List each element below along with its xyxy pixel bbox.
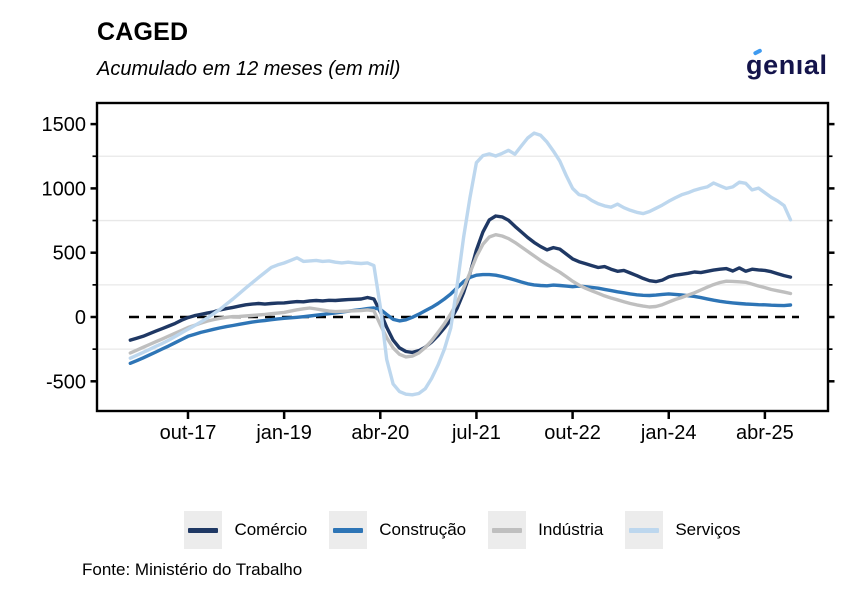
legend-key-comercio — [184, 511, 223, 549]
chart-legend: Comércio Construção Indústria Serviços — [97, 511, 828, 549]
y-tick-label: -500 — [46, 371, 86, 393]
legend-swatch-construcao — [333, 527, 364, 533]
chart-title: CAGED — [97, 18, 189, 46]
legend-label-industria: Indústria — [538, 520, 604, 539]
logo-text: genıal — [746, 50, 828, 80]
legend-swatch-servicos — [629, 527, 660, 533]
legend-item-comercio: Comércio — [184, 511, 307, 549]
x-tick-label: jul-21 — [451, 422, 501, 444]
genial-logo: genıal — [746, 48, 828, 90]
y-tick-label: 1500 — [42, 114, 87, 136]
series-line-construcao — [128, 272, 793, 365]
legend-item-construcao: Construção — [329, 511, 466, 549]
legend-item-servicos: Serviços — [625, 511, 741, 549]
x-tick-label: abr-20 — [351, 422, 409, 444]
y-tick-label: 500 — [53, 243, 86, 265]
legend-label-construcao: Construção — [379, 520, 467, 539]
x-tick-label: out-22 — [544, 422, 601, 444]
y-axis: -500 0 500 1000 1500 — [42, 114, 835, 393]
plot-lines — [128, 131, 793, 397]
y-tick-label: 0 — [75, 307, 86, 329]
legend-item-industria: Indústria — [488, 511, 603, 549]
legend-label-servicos: Serviços — [675, 520, 741, 539]
legend-label-comercio: Comércio — [234, 520, 308, 539]
legend-key-construcao — [329, 511, 368, 549]
legend-key-industria — [488, 511, 527, 549]
y-tick-label: 1000 — [42, 178, 87, 200]
x-axis: out-17 jan-19 abr-20 jul-21 out-22 jan-24 abr-… — [160, 411, 794, 444]
series-line-comercio — [128, 214, 793, 355]
x-tick-label: abr-25 — [736, 422, 794, 444]
source-note: Fonte: Ministério do Trabalho — [82, 560, 303, 579]
legend-swatch-industria — [492, 527, 523, 533]
series-line-industria — [128, 232, 793, 359]
plot-border — [95, 101, 830, 413]
legend-swatch-comercio — [188, 527, 219, 533]
series-line-servicos — [128, 131, 793, 397]
legend-key-servicos — [625, 511, 664, 549]
x-tick-label: out-17 — [160, 422, 217, 444]
x-tick-label: jan-19 — [255, 422, 312, 444]
chart-subtitle: Acumulado em 12 meses (em mil) — [97, 58, 401, 80]
x-tick-label: jan-24 — [640, 422, 697, 444]
